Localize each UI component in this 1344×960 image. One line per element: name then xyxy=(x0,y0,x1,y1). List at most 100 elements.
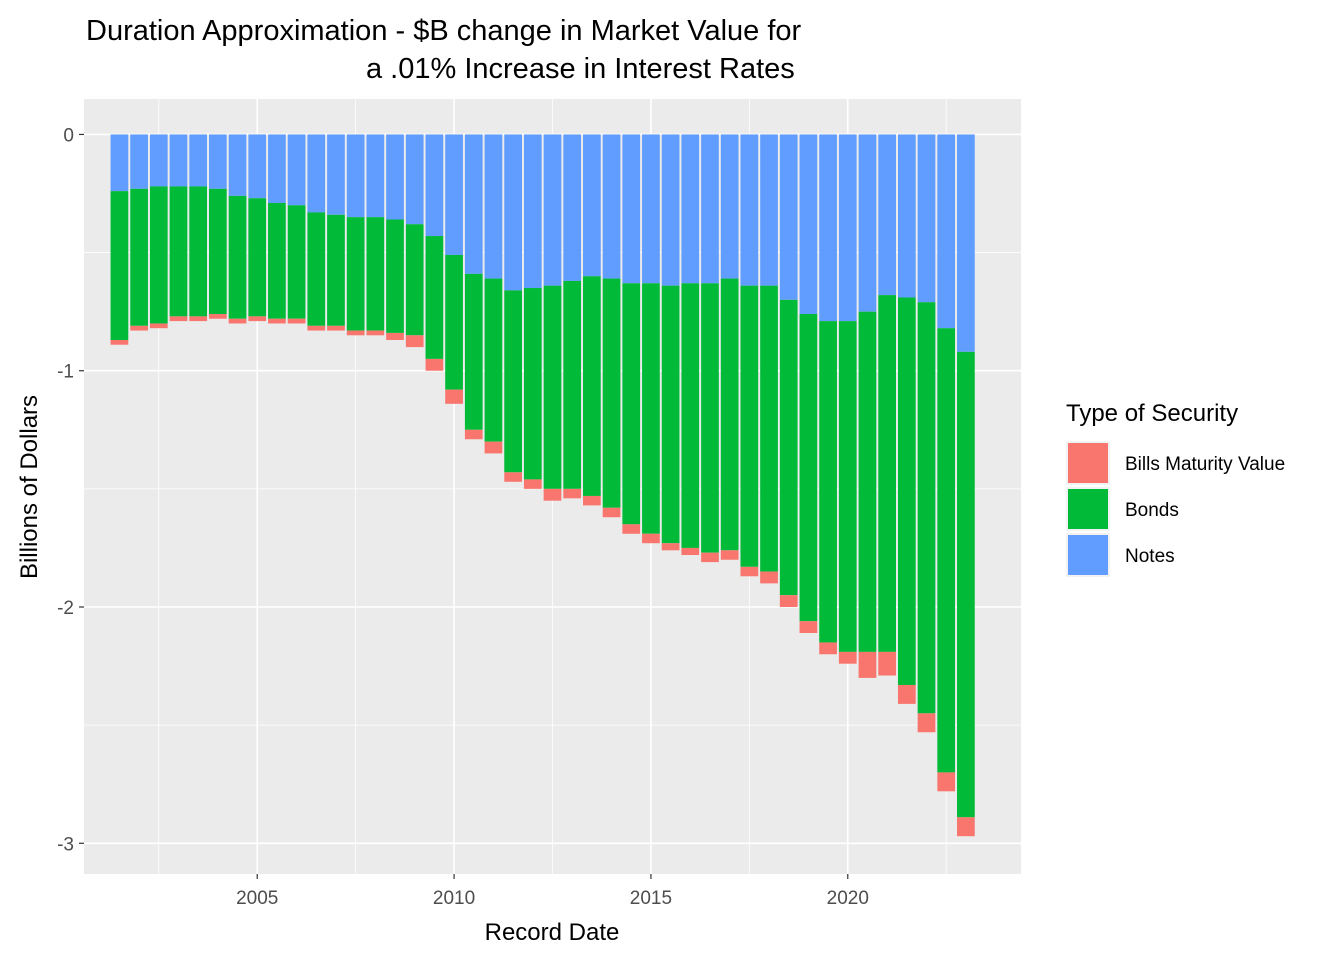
bar-bills-maturity-value xyxy=(110,340,129,345)
bar-notes xyxy=(720,134,739,279)
bar-bills-maturity-value xyxy=(504,472,522,482)
bar-bills-maturity-value xyxy=(543,488,562,501)
bar-notes xyxy=(110,134,129,192)
bar-notes xyxy=(661,134,680,286)
bar-bonds xyxy=(779,299,798,596)
bar-bills-maturity-value xyxy=(661,543,680,551)
bar-bonds xyxy=(130,188,148,326)
bar-notes xyxy=(405,134,424,225)
bar-notes xyxy=(957,134,975,352)
bar-bonds xyxy=(386,219,404,333)
bar-notes xyxy=(858,134,877,312)
bar-bills-maturity-value xyxy=(838,651,857,664)
bar-notes xyxy=(917,134,936,303)
x-axis-title: Record Date xyxy=(485,919,620,946)
bar-bonds xyxy=(878,295,897,652)
chart-title-line1: Duration Approximation - $B change in Ma… xyxy=(86,15,802,47)
bar-bills-maturity-value xyxy=(602,507,621,518)
bar-notes xyxy=(464,134,483,274)
bar-bonds xyxy=(189,186,208,317)
bar-bonds xyxy=(346,217,365,331)
bar-bills-maturity-value xyxy=(720,550,739,560)
bar-bills-maturity-value xyxy=(327,325,345,331)
bar-bonds xyxy=(957,351,975,818)
bar-bills-maturity-value xyxy=(622,524,641,534)
bar-bills-maturity-value xyxy=(464,429,483,440)
bar-notes xyxy=(583,134,601,277)
legend: Type of Security Bills Maturity Value Bon… xyxy=(1066,400,1285,577)
bar-bills-maturity-value xyxy=(208,314,227,319)
bar-notes xyxy=(622,134,641,284)
bar-notes xyxy=(484,134,503,279)
bar-bills-maturity-value xyxy=(957,817,975,837)
bar-notes xyxy=(760,134,778,286)
bar-bonds xyxy=(287,205,306,319)
legend-swatch-bonds xyxy=(1068,489,1108,529)
bar-bills-maturity-value xyxy=(760,571,778,584)
axis-ticks: 0 -1 -2 -3 2005 2010 2015 2020 xyxy=(57,125,869,909)
bar-notes xyxy=(445,134,463,255)
bar-bills-maturity-value xyxy=(878,651,897,676)
bar-bills-maturity-value xyxy=(799,621,818,633)
bar-notes xyxy=(642,134,660,284)
bar-notes xyxy=(523,134,542,289)
bar-bills-maturity-value xyxy=(445,389,463,404)
bar-bills-maturity-value xyxy=(149,323,168,329)
bar-bonds xyxy=(937,328,956,773)
bar-bonds xyxy=(366,217,385,331)
bar-bonds xyxy=(563,280,582,489)
bar-bonds xyxy=(720,278,739,551)
y-tick-label: -2 xyxy=(57,598,74,619)
bar-notes xyxy=(346,134,365,218)
bar-bonds xyxy=(149,186,168,324)
bar-bills-maturity-value xyxy=(189,316,208,322)
bar-bills-maturity-value xyxy=(346,330,365,336)
bar-bills-maturity-value xyxy=(366,330,385,336)
bar-bonds xyxy=(248,198,267,317)
bar-notes xyxy=(248,134,267,199)
legend-swatch-bills-maturity-value xyxy=(1068,443,1108,483)
bar-bonds xyxy=(405,224,424,336)
bar-notes xyxy=(681,134,700,284)
bar-notes xyxy=(740,134,759,286)
bar-bills-maturity-value xyxy=(858,651,877,678)
bar-bonds xyxy=(583,276,601,496)
bar-bills-maturity-value xyxy=(425,358,444,371)
bar-notes xyxy=(937,134,956,329)
bar-notes xyxy=(287,134,306,206)
bar-notes xyxy=(504,134,522,291)
bar-bonds xyxy=(327,214,345,326)
bar-bonds xyxy=(622,283,641,525)
bar-bills-maturity-value xyxy=(307,325,326,331)
bar-bonds xyxy=(740,285,759,567)
legend-title: Type of Security xyxy=(1066,400,1238,427)
bar-bills-maturity-value xyxy=(405,335,424,348)
bar-notes xyxy=(602,134,621,279)
bar-bonds xyxy=(110,191,129,341)
bar-bills-maturity-value xyxy=(897,684,916,704)
bar-bills-maturity-value xyxy=(484,441,503,454)
y-tick-label: -3 xyxy=(57,834,74,855)
bar-notes xyxy=(563,134,582,281)
bar-bills-maturity-value xyxy=(563,488,582,499)
x-tick-label: 2005 xyxy=(236,888,278,909)
bar-notes xyxy=(543,134,562,286)
bar-notes xyxy=(307,134,326,213)
bar-bills-maturity-value xyxy=(583,495,601,506)
bar-bonds xyxy=(268,202,286,319)
bar-bonds xyxy=(504,290,522,473)
bar-bonds xyxy=(819,321,837,643)
legend-label-bonds: Bonds xyxy=(1125,500,1179,521)
x-tick-label: 2020 xyxy=(827,888,869,909)
y-axis-title: Billions of Dollars xyxy=(16,395,43,579)
bar-bills-maturity-value xyxy=(701,552,719,563)
y-tick-label: -1 xyxy=(57,362,74,383)
bar-bills-maturity-value xyxy=(740,566,759,577)
bar-notes xyxy=(386,134,404,220)
bar-notes xyxy=(878,134,897,296)
bar-bills-maturity-value xyxy=(523,479,542,489)
bar-bonds xyxy=(701,283,719,553)
bar-bonds xyxy=(484,278,503,442)
bar-bonds xyxy=(799,314,818,622)
